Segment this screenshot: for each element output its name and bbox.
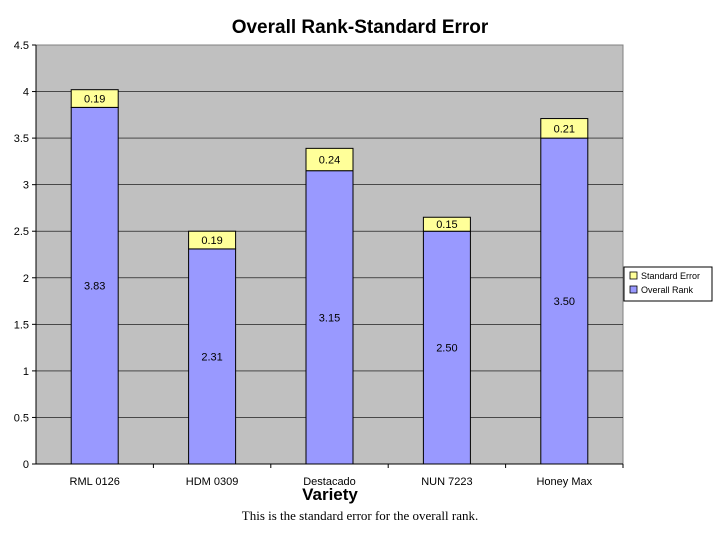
legend: Standard Error Overall Rank bbox=[623, 266, 713, 302]
bar-overall-rank bbox=[540, 137, 589, 465]
y-tick-label: 2 bbox=[23, 273, 29, 285]
x-tick-label: Destacado bbox=[303, 476, 356, 488]
y-tick-label: 1 bbox=[23, 366, 29, 378]
y-tick-label: 1.5 bbox=[14, 319, 29, 331]
x-tick-label: Honey Max bbox=[536, 476, 592, 488]
data-label-standard-error: 0.24 bbox=[319, 155, 340, 167]
bar-standard-error bbox=[305, 147, 354, 172]
legend-swatch-overall-rank bbox=[629, 285, 638, 294]
chart-caption: This is the standard error for the overa… bbox=[241, 508, 479, 523]
data-label-overall-rank: 3.50 bbox=[554, 296, 575, 308]
chart-title: Overall Rank-Standard Error bbox=[232, 17, 489, 38]
bar-standard-error bbox=[70, 89, 119, 108]
bar-overall-rank bbox=[422, 230, 471, 465]
y-tick-label: 3.5 bbox=[14, 133, 29, 145]
legend-swatch-standard-error bbox=[629, 271, 638, 280]
x-axis-ticks: RML 0126 HDM 0309 Destacado NUN 7223 Honey M… bbox=[70, 464, 624, 488]
data-label-overall-rank: 3.83 bbox=[84, 281, 105, 293]
y-tick-label: 0.5 bbox=[14, 412, 29, 424]
y-axis-ticks: 0 0.5 1 1.5 2 2.5 3 3.5 4 4.5 bbox=[14, 40, 36, 471]
legend-label-overall-rank: Overall Rank bbox=[641, 285, 694, 295]
data-label-standard-error: 0.21 bbox=[554, 123, 575, 135]
legend-label-standard-error: Standard Error bbox=[641, 271, 700, 281]
x-tick-label: RML 0126 bbox=[70, 476, 120, 488]
data-label-overall-rank: 3.15 bbox=[319, 312, 340, 324]
bar-overall-rank bbox=[188, 248, 237, 465]
x-tick-label: NUN 7223 bbox=[421, 476, 472, 488]
y-tick-label: 4.5 bbox=[14, 40, 29, 52]
data-label-overall-rank: 2.31 bbox=[201, 351, 222, 363]
bar-overall-rank bbox=[305, 170, 354, 465]
y-tick-label: 4 bbox=[23, 87, 29, 99]
y-tick-label: 3 bbox=[23, 180, 29, 192]
data-label-standard-error: 0.19 bbox=[84, 94, 105, 106]
data-label-standard-error: 0.19 bbox=[201, 235, 222, 247]
data-label-overall-rank: 2.50 bbox=[436, 343, 457, 355]
y-tick-label: 2.5 bbox=[14, 226, 29, 238]
data-label-standard-error: 0.15 bbox=[436, 219, 457, 231]
y-tick-label: 0 bbox=[23, 459, 29, 471]
bars: 3.83 0.19 2.31 0.19 3.15 0.24 2.50 0.15 3.50 0.21 bbox=[70, 89, 589, 465]
bar-standard-error bbox=[540, 118, 589, 139]
legend-box bbox=[623, 266, 713, 302]
bar-standard-error bbox=[422, 216, 471, 232]
x-tick-label: HDM 0309 bbox=[186, 476, 239, 488]
bar-standard-error bbox=[188, 230, 237, 250]
x-axis-label: Variety bbox=[302, 485, 358, 504]
